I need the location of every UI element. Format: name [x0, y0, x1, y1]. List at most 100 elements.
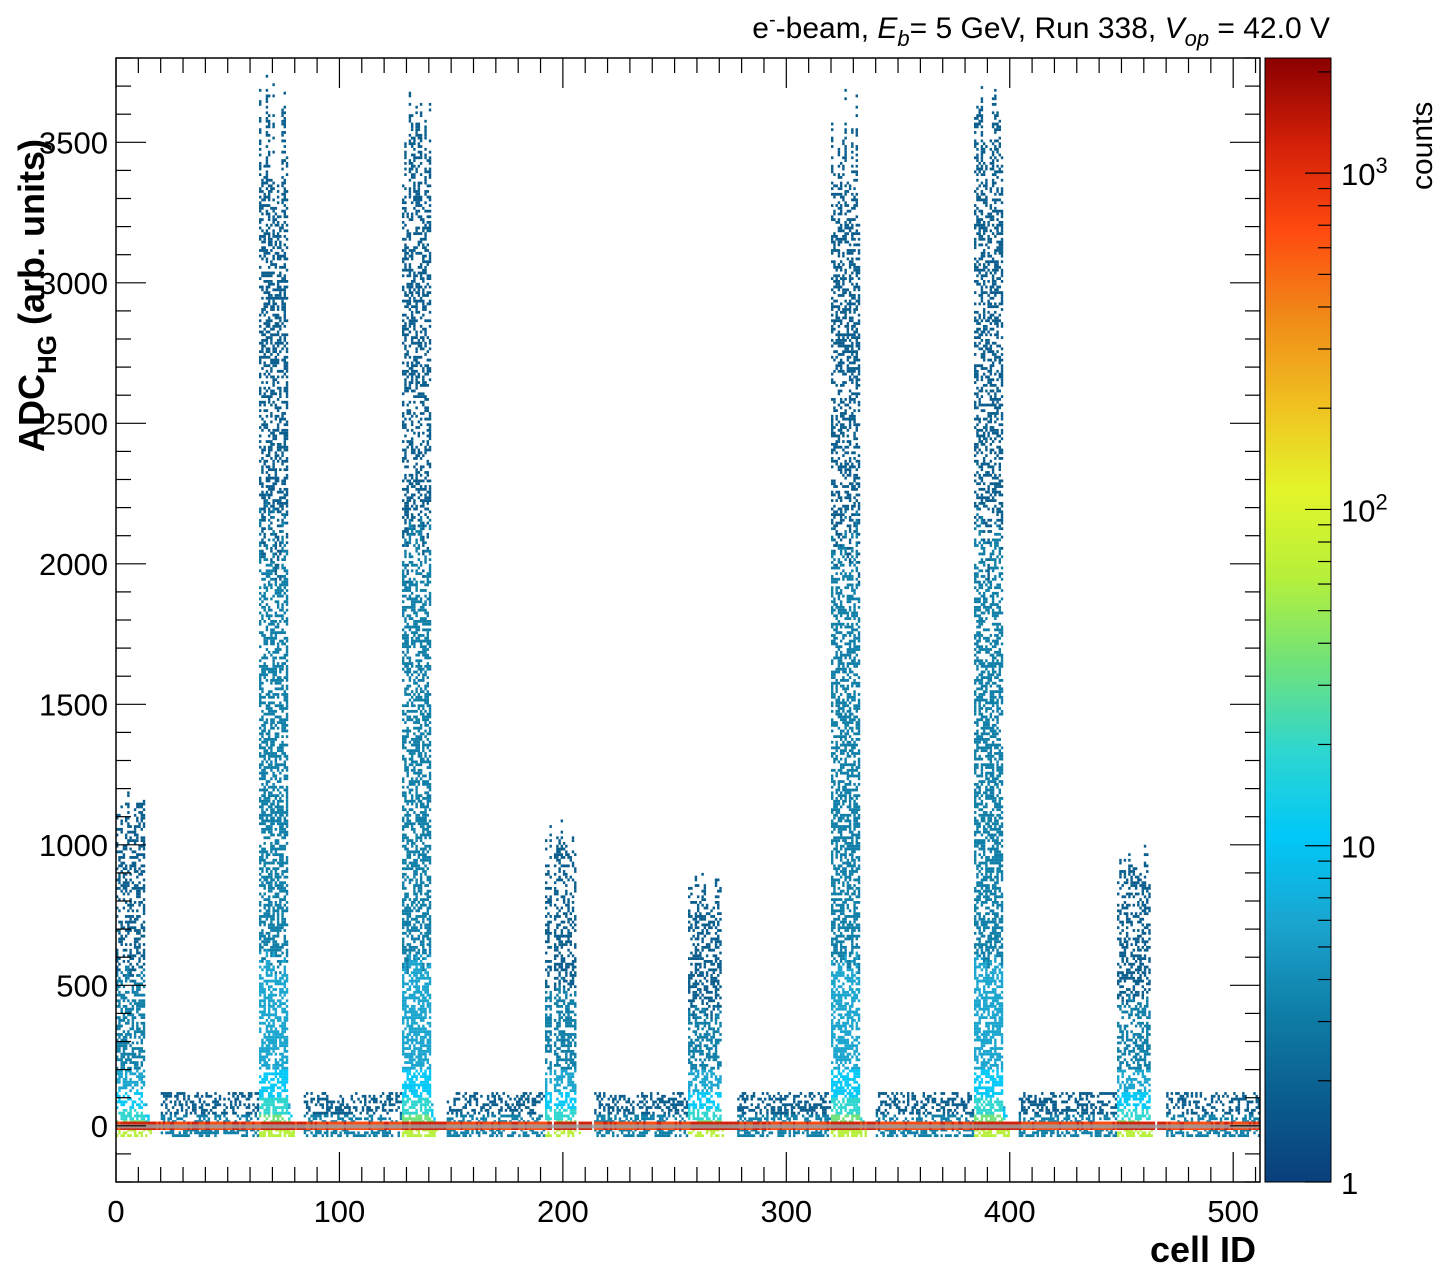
heatmap-cell	[122, 985, 126, 989]
heatmap-cell	[270, 639, 273, 643]
heatmap-cell	[263, 1055, 266, 1059]
heatmap-cell	[408, 409, 412, 413]
heatmap-cell	[281, 226, 284, 230]
heatmap-cell	[283, 1072, 287, 1076]
heatmap-cell	[267, 398, 271, 401]
heatmap-cell	[272, 389, 275, 393]
heatmap-cell	[408, 693, 412, 696]
heatmap-cell	[263, 884, 266, 887]
heatmap-cell	[359, 1111, 362, 1115]
heatmap-cell	[326, 1094, 329, 1098]
heatmap-cell	[267, 605, 271, 609]
heatmap-cell	[142, 1021, 146, 1025]
heatmap-cell	[308, 1108, 311, 1112]
heatmap-cell	[200, 1111, 204, 1115]
heatmap-cell	[267, 937, 271, 941]
heatmap-cell	[127, 811, 130, 814]
heatmap-cell	[131, 1027, 135, 1031]
heatmap-cell	[279, 979, 282, 983]
heatmap-cell	[263, 204, 266, 207]
heatmap-cell	[116, 974, 119, 977]
heatmap-cell	[276, 316, 280, 320]
heatmap-cell	[283, 968, 287, 972]
heatmap-cell	[214, 1111, 217, 1115]
heatmap-cell	[410, 285, 414, 289]
heatmap-cell	[272, 532, 275, 536]
heatmap-cell	[263, 912, 266, 916]
heatmap-cell	[410, 313, 414, 317]
heatmap-cell	[259, 128, 262, 132]
heatmap-cell	[209, 1094, 213, 1098]
heatmap-cell	[413, 187, 416, 191]
heatmap-cell	[267, 265, 271, 269]
heatmap-cell	[140, 934, 144, 938]
heatmap-cell	[270, 870, 273, 873]
heatmap-cell	[122, 881, 126, 885]
heatmap-cell	[140, 813, 144, 817]
heatmap-cell	[276, 1004, 280, 1008]
heatmap-cell	[279, 594, 282, 598]
heatmap-cell	[404, 687, 407, 691]
heatmap-cell	[160, 1092, 164, 1095]
heatmap-cell	[404, 327, 407, 331]
heatmap-cell	[263, 400, 266, 404]
heatmap-cell	[129, 1089, 132, 1093]
heatmap-cell	[116, 1094, 119, 1098]
heatmap-cell	[261, 723, 264, 727]
heatmap-cell	[196, 1114, 199, 1118]
heatmap-cell	[265, 74, 269, 78]
heatmap-cell	[339, 1131, 342, 1135]
heatmap-cell	[283, 192, 287, 196]
heatmap-cell	[274, 785, 278, 789]
heatmap-cell	[408, 819, 412, 823]
heatmap-cell	[408, 614, 412, 618]
heatmap-cell	[118, 1131, 121, 1135]
heatmap-cell	[410, 530, 414, 533]
heatmap-cell	[116, 1069, 119, 1073]
heatmap-cell	[281, 813, 284, 817]
heatmap-cell	[261, 777, 264, 781]
heatmap-cell	[276, 381, 280, 384]
heatmap-cell	[406, 960, 409, 963]
heatmap-cell	[283, 631, 287, 635]
heatmap-cell	[254, 1114, 257, 1118]
heatmap-cell	[261, 687, 264, 691]
heatmap-cell	[415, 971, 418, 975]
heatmap-cell	[129, 878, 132, 882]
heatmap-cell	[133, 1072, 137, 1076]
heatmap-cell	[413, 288, 416, 292]
heatmap-cell	[281, 279, 284, 283]
heatmap-cell	[279, 608, 282, 612]
heatmap-cell	[281, 836, 284, 840]
heatmap-cell	[408, 1061, 412, 1064]
heatmap-cell	[406, 1052, 409, 1056]
heatmap-cell	[265, 712, 269, 716]
heatmap-cell	[270, 1038, 273, 1042]
heatmap-cell	[276, 223, 280, 227]
heatmap-cell	[272, 375, 275, 379]
heatmap-cell	[265, 117, 269, 120]
heatmap-cell	[265, 381, 269, 384]
heatmap-cell	[281, 1072, 284, 1076]
heatmap-cell	[216, 1114, 219, 1118]
heatmap-cell	[140, 839, 144, 842]
heatmap-cell	[279, 496, 282, 500]
heatmap-cell	[136, 1061, 139, 1064]
heatmap-cell	[406, 532, 409, 536]
heatmap-cell	[270, 819, 273, 823]
heatmap-cell	[267, 195, 271, 199]
heatmap-cell	[272, 752, 275, 755]
heatmap-cell	[254, 1092, 257, 1095]
heatmap-cell	[404, 507, 407, 511]
heatmap-cell	[406, 726, 409, 730]
heatmap-cell	[410, 960, 414, 963]
heatmap-cell	[263, 552, 266, 556]
heatmap-cell	[276, 912, 280, 916]
heatmap-cell	[415, 1041, 418, 1045]
heatmap-cell	[270, 951, 273, 955]
heatmap-cell	[283, 836, 287, 840]
heatmap-cell	[267, 901, 271, 904]
heatmap-cell	[410, 532, 414, 536]
heatmap-cell	[267, 319, 271, 323]
heatmap-cell	[279, 530, 282, 533]
